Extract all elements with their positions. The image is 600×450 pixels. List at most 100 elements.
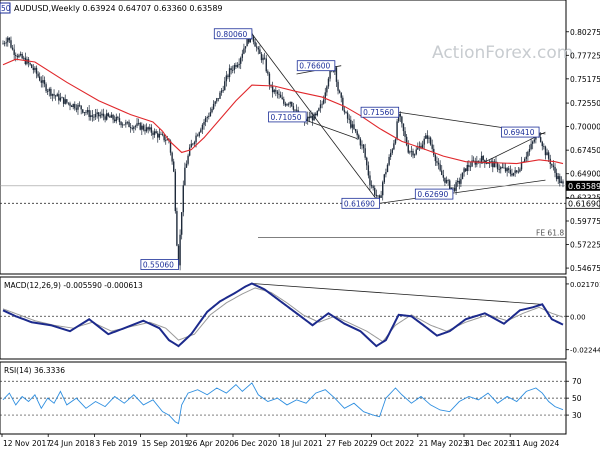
- candle-body: [501, 167, 504, 168]
- candle-body: [72, 104, 74, 108]
- candle-body: [78, 104, 81, 106]
- candle-body: [546, 152, 548, 156]
- candle-body: [173, 161, 175, 172]
- candle-body: [364, 148, 366, 158]
- candle-body: [222, 90, 224, 91]
- candle-body: [388, 156, 390, 165]
- candle-body: [142, 125, 145, 130]
- candle-body: [200, 129, 202, 133]
- annotation-label: 0.61690: [344, 199, 375, 208]
- candle-body: [240, 57, 242, 64]
- candle-body: [433, 148, 435, 156]
- candle-body: [316, 110, 319, 116]
- candle-body: [412, 150, 414, 156]
- candle-body: [29, 63, 31, 65]
- candle-body: [230, 68, 232, 71]
- price-annotations: 0.80060 0.76600 0.71050 0.71560 0.69410 0.626…: [140, 28, 540, 270]
- partial-label-box: [0, 2, 11, 14]
- candle-body: [340, 92, 342, 98]
- candle-body: [554, 167, 556, 173]
- candle-body: [469, 166, 472, 168]
- candle-body: [517, 171, 520, 173]
- candle-body: [343, 110, 346, 113]
- candle-body: [198, 132, 200, 136]
- annotation-box: [213, 28, 253, 40]
- candle-body: [228, 68, 231, 78]
- annotation-box: [268, 111, 307, 123]
- candle-body: [350, 119, 352, 128]
- candle-body: [555, 172, 558, 180]
- candle-body: [180, 212, 183, 235]
- candle-body: [32, 67, 35, 71]
- candle-body: [182, 185, 184, 213]
- candle-body: [235, 65, 237, 67]
- candle-body: [177, 245, 180, 266]
- candle-body: [409, 151, 411, 153]
- candle-body: [295, 109, 298, 111]
- candle-body: [149, 127, 151, 130]
- candle-body: [125, 122, 127, 125]
- candle-body: [498, 169, 500, 170]
- candle-body: [348, 118, 350, 120]
- candle-body: [150, 127, 153, 133]
- candle-body: [115, 116, 117, 122]
- price-tick-label: 0.70000: [570, 123, 600, 132]
- candle-body: [541, 141, 543, 147]
- candle-body: [358, 135, 360, 139]
- candle-body: [206, 117, 208, 118]
- rsi-tick-label: 30: [572, 411, 582, 420]
- candle-body: [31, 64, 33, 68]
- price-tick-label: 0.64900: [570, 170, 600, 179]
- candle-body: [217, 98, 220, 100]
- candle-body: [102, 113, 105, 117]
- candle-body: [547, 152, 550, 159]
- candle-body: [26, 59, 28, 64]
- candle-body: [98, 112, 100, 117]
- x-tick-label: 12 Nov 2017: [3, 439, 51, 448]
- candle-body: [310, 115, 312, 119]
- candle-body: [254, 41, 256, 47]
- candle-body: [120, 121, 122, 126]
- macd-axis: 0.021701 0.00 -0.022445: [566, 281, 600, 355]
- annotation-box: [414, 188, 454, 200]
- candle-body: [75, 108, 78, 110]
- candle-body: [48, 88, 50, 92]
- candle-body: [54, 95, 57, 97]
- candle-body: [271, 86, 274, 93]
- candle-body: [185, 163, 188, 168]
- candle-body: [318, 108, 320, 111]
- candle-body: [214, 101, 216, 104]
- candle-body: [453, 187, 456, 191]
- candle-body: [153, 131, 156, 135]
- candle-body: [426, 135, 429, 139]
- candle-body: [80, 105, 82, 110]
- candle-body: [157, 133, 159, 138]
- candle-body: [294, 109, 296, 111]
- candle-body: [471, 160, 473, 167]
- candle-body: [366, 157, 368, 166]
- candle-body: [176, 211, 178, 246]
- candle-body: [557, 176, 559, 180]
- candle-body: [539, 137, 542, 142]
- candle-body: [13, 49, 15, 55]
- candle-body: [64, 99, 66, 104]
- candle-body: [289, 101, 291, 104]
- annotation-box: [341, 197, 380, 209]
- candle-body: [485, 163, 488, 164]
- candle-body: [220, 90, 223, 93]
- candle-body: [386, 164, 389, 173]
- candle-body: [321, 103, 323, 105]
- candle-body: [474, 160, 476, 165]
- candle-body: [101, 113, 103, 116]
- candle-body: [246, 38, 248, 47]
- candle-body: [482, 155, 484, 160]
- candle-body: [551, 163, 553, 166]
- candle-body: [147, 127, 149, 130]
- candle-body: [212, 103, 215, 109]
- candle-body: [259, 49, 261, 54]
- candle-body: [337, 81, 339, 91]
- candle-body: [225, 75, 228, 82]
- candle-body: [107, 113, 109, 117]
- candle-body: [345, 112, 347, 113]
- candle-body: [144, 129, 146, 132]
